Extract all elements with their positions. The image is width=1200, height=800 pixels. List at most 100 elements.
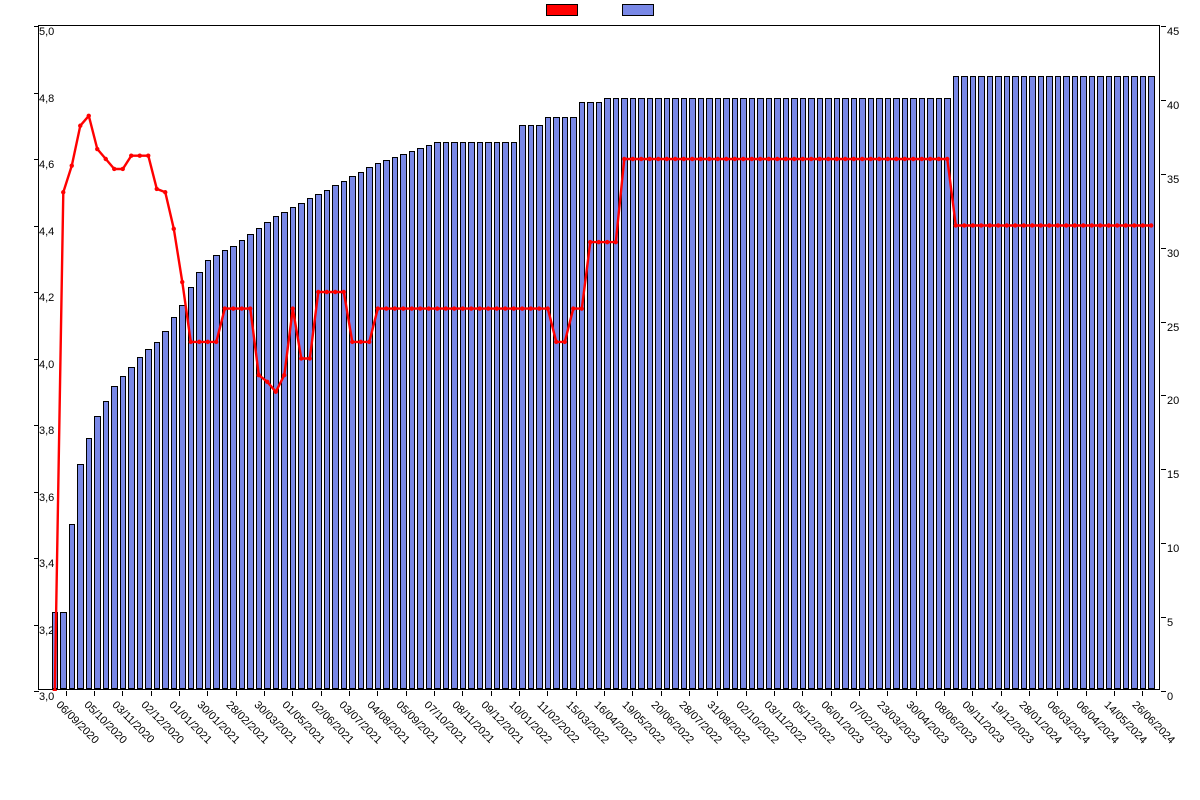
bar xyxy=(273,216,280,689)
bar xyxy=(1004,76,1011,689)
bar xyxy=(375,163,382,689)
y-left-label: 5,0 xyxy=(39,26,45,38)
bar xyxy=(553,117,560,689)
bar xyxy=(647,98,654,689)
x-tick xyxy=(434,691,435,696)
bar xyxy=(94,416,101,689)
bar xyxy=(332,185,339,689)
bar xyxy=(188,287,195,689)
x-tick xyxy=(547,691,548,696)
x-tick xyxy=(859,691,860,696)
y-left-label: 3,0 xyxy=(39,691,45,703)
x-tick xyxy=(1057,691,1058,696)
x-tick xyxy=(377,691,378,696)
bar xyxy=(69,524,76,690)
bar xyxy=(426,145,433,689)
bar xyxy=(596,102,603,689)
bar xyxy=(502,142,509,689)
bar xyxy=(579,102,586,689)
bar xyxy=(358,172,365,689)
bar xyxy=(392,157,399,689)
bar xyxy=(154,342,161,689)
y-left-label: 3,8 xyxy=(39,425,45,437)
bar xyxy=(213,255,220,689)
y-left-label: 4,2 xyxy=(39,292,45,304)
bar xyxy=(859,98,866,689)
bar xyxy=(324,190,331,689)
bar xyxy=(477,142,484,689)
bar xyxy=(825,98,832,689)
bar xyxy=(970,76,977,689)
bar xyxy=(1012,76,1019,689)
bar xyxy=(774,98,781,689)
bar xyxy=(137,357,144,690)
bar xyxy=(953,76,960,689)
bar xyxy=(1148,76,1155,689)
x-tick xyxy=(632,691,633,696)
bar xyxy=(434,142,441,689)
x-tick xyxy=(774,691,775,696)
bar xyxy=(77,464,84,689)
bar xyxy=(944,98,951,689)
x-tick xyxy=(462,691,463,696)
y-right-label: 0 xyxy=(1161,691,1173,703)
bar xyxy=(519,125,526,690)
bar xyxy=(902,98,909,689)
bar xyxy=(1046,76,1053,689)
bar xyxy=(817,98,824,689)
bar xyxy=(1106,76,1113,689)
bar xyxy=(485,142,492,689)
bar xyxy=(936,98,943,689)
bar xyxy=(604,98,611,689)
bar xyxy=(128,367,135,689)
x-tick xyxy=(717,691,718,696)
x-tick xyxy=(887,691,888,696)
bar xyxy=(443,142,450,689)
x-tick xyxy=(831,691,832,696)
bar xyxy=(494,142,501,689)
bar xyxy=(468,142,475,689)
bar xyxy=(1038,76,1045,689)
bar xyxy=(783,98,790,689)
bar xyxy=(1072,76,1079,689)
x-tick xyxy=(1114,691,1115,696)
bar xyxy=(732,98,739,689)
bar xyxy=(111,386,118,689)
bar xyxy=(1055,76,1062,689)
x-tick xyxy=(151,691,152,696)
bar xyxy=(528,125,535,690)
bar xyxy=(655,98,662,689)
bar xyxy=(868,98,875,689)
y-left-label: 4,6 xyxy=(39,159,45,171)
bar xyxy=(766,98,773,689)
bar xyxy=(689,98,696,689)
y-left-label: 4,0 xyxy=(39,359,45,371)
bar xyxy=(851,98,858,689)
bar xyxy=(264,222,271,689)
bar xyxy=(86,438,93,689)
bar xyxy=(842,98,849,689)
legend xyxy=(0,4,1200,16)
bar xyxy=(919,98,926,689)
bar xyxy=(698,98,705,689)
bar xyxy=(1131,76,1138,689)
bar xyxy=(876,98,883,689)
bar xyxy=(417,148,424,689)
bar xyxy=(298,203,305,689)
y-right-label: 30 xyxy=(1161,248,1179,260)
y-right-label: 20 xyxy=(1161,395,1179,407)
bar xyxy=(562,117,569,689)
bar xyxy=(179,305,186,689)
bar xyxy=(1063,76,1070,689)
bar xyxy=(60,612,67,689)
bar xyxy=(230,246,237,689)
y-right-label: 5 xyxy=(1161,617,1173,629)
x-tick xyxy=(179,691,180,696)
bar xyxy=(995,76,1002,689)
x-tick xyxy=(349,691,350,696)
bar xyxy=(383,160,390,689)
bar xyxy=(409,151,416,689)
x-tick xyxy=(576,691,577,696)
x-tick xyxy=(491,691,492,696)
bar xyxy=(749,98,756,689)
